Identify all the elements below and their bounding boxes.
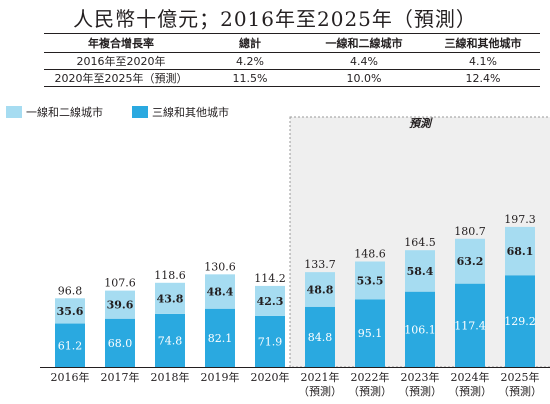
cagr-cell: 11.5% (198, 69, 302, 87)
data-label-tier12: 35.6 (57, 305, 84, 318)
bar-tier3 (55, 323, 85, 367)
cagr-cell: 4.4% (302, 52, 426, 70)
cagr-header-label: 年複合增長率 (44, 33, 198, 53)
bar-tier12 (455, 238, 485, 284)
cagr-table: 年複合增長率 總計 一線和二線城市 三線和其他城市 2016年至2020年 4.… (44, 33, 540, 87)
cagr-header-row: 年複合增長率 總計 一線和二線城市 三線和其他城市 (44, 33, 540, 53)
cagr-cell: 10.0% (302, 69, 426, 87)
x-tick-label: 2018年 (151, 370, 190, 384)
data-label-tier12: 48.8 (307, 283, 334, 296)
data-label-tier3: 82.1 (208, 332, 233, 345)
bar-tier12 (105, 290, 135, 319)
bar-tier3 (205, 308, 235, 367)
bar-tier12 (355, 261, 385, 300)
x-tick-label: （預測） (298, 384, 342, 398)
data-label-total: 114.2 (254, 272, 286, 285)
data-label-tier12: 68.1 (507, 245, 534, 258)
bar-tier12 (405, 250, 435, 292)
x-tick-label: （預測） (448, 384, 492, 398)
data-label-total: 164.5 (404, 236, 436, 249)
data-label-tier3: 84.8 (308, 331, 333, 344)
x-tick-label: （預測） (498, 384, 542, 398)
data-label-tier12: 63.2 (457, 255, 484, 268)
cagr-cell: 12.4% (426, 69, 540, 87)
cagr-row-period: 2020年至2025年（預測） (44, 69, 198, 87)
bar-tier12 (255, 285, 285, 316)
data-label-total: 118.6 (154, 269, 186, 282)
bar-tier12 (155, 282, 185, 314)
bar-tier3 (105, 318, 135, 367)
data-label-total: 197.3 (504, 213, 536, 226)
cagr-header-tier12: 一線和二線城市 (302, 33, 426, 53)
legend-swatch-tier12 (6, 106, 22, 118)
forecast-label: 預測 (409, 117, 433, 130)
cagr-header-total: 總計 (198, 33, 302, 53)
data-label-total: 107.6 (104, 277, 136, 290)
bar-tier12 (305, 272, 335, 307)
data-label-total: 148.6 (354, 247, 386, 260)
x-tick-label: 2021年 (301, 370, 340, 384)
data-label-tier3: 95.1 (358, 327, 383, 340)
bar-tier12 (205, 274, 235, 309)
x-tick-label: （預測） (398, 384, 442, 398)
x-tick-label: 2025年 (501, 370, 540, 384)
x-tick-label: 2019年 (201, 370, 240, 384)
x-tick-label: 2024年 (451, 370, 490, 384)
data-label-tier12: 53.5 (357, 274, 384, 287)
data-label-tier12: 58.4 (407, 265, 434, 278)
bar-tier3 (355, 299, 385, 367)
data-label-tier3: 61.2 (58, 339, 83, 352)
table-row: 2020年至2025年（預測） 11.5% 10.0% 12.4% (44, 69, 540, 87)
data-label-tier3: 117.4 (454, 319, 486, 332)
x-tick-label: 2023年 (401, 370, 440, 384)
data-label-tier12: 48.4 (207, 286, 234, 299)
data-label-tier12: 42.3 (257, 295, 284, 308)
table-row: 2016年至2020年 4.2% 4.4% 4.1% (44, 52, 540, 70)
x-tick-label: 2020年 (251, 370, 290, 384)
legend-label-tier12: 一線和二線城市 (26, 106, 103, 119)
data-label-tier3: 71.9 (258, 335, 283, 348)
data-label-tier3: 129.2 (504, 315, 536, 328)
bar-tier12 (505, 226, 535, 276)
x-tick-label: （預測） (348, 384, 392, 398)
x-tick-label: 2016年 (51, 370, 90, 384)
x-tick-label: 2017年 (101, 370, 140, 384)
bar-tier3 (405, 291, 435, 367)
data-label-total: 130.6 (204, 260, 236, 273)
cagr-header-tier3: 三線和其他城市 (426, 33, 540, 53)
data-label-total: 96.8 (58, 284, 83, 297)
data-label-total: 180.7 (454, 225, 486, 238)
x-tick-label: 2022年 (351, 370, 390, 384)
chart-title: 人民幣十億元；2016年至2025年（預測） (73, 7, 477, 31)
bar-tier3 (255, 315, 285, 367)
bar-tier3 (505, 275, 535, 367)
legend-item-tier12: 一線和二線城市 (6, 104, 103, 120)
bar-tier3 (455, 283, 485, 367)
data-label-tier3: 68.0 (108, 337, 133, 350)
legend-item-tier3: 三線和其他城市 (132, 104, 229, 120)
legend-label-tier3: 三線和其他城市 (152, 106, 229, 119)
data-label-tier3: 74.8 (158, 334, 183, 347)
legend-swatch-tier3 (132, 106, 148, 118)
bar-tier3 (305, 306, 335, 367)
bar-tier3 (155, 313, 185, 367)
data-label-total: 133.7 (304, 258, 336, 271)
data-label-tier12: 39.6 (107, 299, 134, 312)
bar-tier12 (55, 298, 85, 324)
cagr-cell: 4.2% (198, 52, 302, 70)
data-label-tier12: 43.8 (157, 292, 184, 305)
cagr-cell: 4.1% (426, 52, 540, 70)
cagr-row-period: 2016年至2020年 (44, 52, 198, 70)
data-label-tier3: 106.1 (404, 323, 436, 336)
